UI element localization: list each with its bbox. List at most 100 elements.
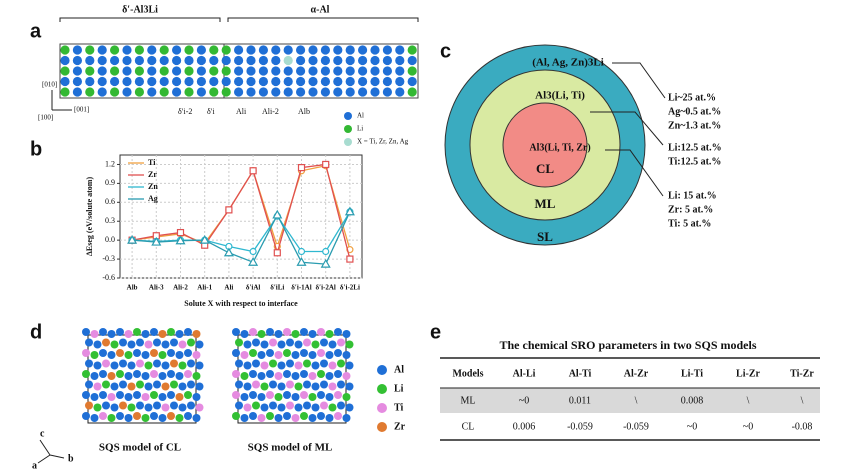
atom: [382, 55, 392, 66]
atom: [221, 66, 231, 76]
atom: [308, 76, 318, 87]
atom: [358, 66, 368, 76]
atom: [395, 76, 405, 87]
composition: Ti:12.5 at.%: [668, 156, 721, 167]
marker: [344, 206, 355, 216]
atom: [93, 361, 102, 370]
atom: [60, 76, 70, 87]
legend-label: Ag: [148, 194, 158, 203]
axis-label: b: [68, 453, 74, 464]
atom: [167, 328, 175, 336]
x-axis-label: Solute X with respect to interface: [184, 299, 298, 308]
atom: [195, 403, 204, 412]
atom: [134, 66, 144, 76]
atom: [184, 349, 192, 357]
atom: [85, 76, 95, 87]
atom: [342, 351, 351, 359]
atom: [107, 414, 116, 422]
atom: [243, 361, 252, 370]
atom: [274, 414, 283, 422]
series-line: [132, 211, 351, 253]
atom: [170, 359, 178, 368]
atom: [209, 66, 219, 76]
composition: Li: 15 at.%: [668, 190, 717, 201]
atom: [85, 55, 95, 66]
marker: [248, 257, 259, 266]
atom: [320, 87, 330, 97]
atom: [147, 45, 157, 55]
header-cell: Al-Li: [513, 368, 536, 379]
atom: [303, 380, 311, 389]
atom: [172, 66, 182, 76]
atom: [395, 45, 405, 55]
atom: [320, 66, 330, 76]
marker: [151, 236, 162, 246]
atom: [240, 414, 249, 422]
atom: [122, 45, 132, 55]
atom: [60, 55, 70, 66]
atom: [260, 340, 269, 349]
row-shade: [440, 388, 820, 413]
atom: [342, 330, 351, 338]
atom: [296, 87, 306, 97]
series-line: [131, 163, 351, 260]
atom: [308, 66, 318, 76]
atom: [320, 55, 330, 66]
atom: [325, 414, 334, 422]
shell-formula: (Al, Ag, Zn)3Li: [532, 57, 604, 69]
shell-formula: Al3(Li, Ti): [535, 90, 585, 102]
atom: [116, 412, 124, 420]
atom: [345, 382, 354, 391]
marker: [175, 235, 186, 245]
phase-label: δ′-Al3Li: [122, 4, 158, 15]
atom: [266, 349, 274, 357]
atom: [283, 349, 291, 357]
atom: [370, 45, 380, 55]
atom: [187, 401, 195, 410]
marker: [297, 164, 306, 172]
atom: [277, 340, 286, 349]
atom: [291, 414, 300, 422]
cell: 0.008: [681, 395, 704, 406]
atom: [192, 330, 201, 338]
atom: [167, 370, 175, 378]
atom: [317, 328, 325, 336]
atom: [133, 328, 141, 336]
atom: [99, 349, 107, 357]
cell: 0.006: [513, 421, 536, 432]
atom: [333, 87, 343, 97]
cell: -0.059: [567, 421, 593, 432]
atom: [246, 45, 256, 55]
atom: [124, 330, 133, 338]
atom: [358, 45, 368, 55]
series-line: [132, 211, 351, 265]
atom: [209, 55, 219, 66]
site-label: Ali-2: [262, 107, 279, 116]
atom: [167, 349, 175, 357]
atom: [274, 372, 283, 380]
panel-label: b: [30, 138, 42, 160]
composition: Zn~1.3 at.%: [668, 120, 721, 131]
atom: [235, 380, 243, 389]
panel-label: a: [30, 20, 42, 42]
atom: [345, 361, 354, 370]
y-tick-label: 0.6: [105, 197, 115, 206]
atom: [291, 330, 300, 338]
atom: [294, 361, 303, 370]
atom: [147, 76, 157, 87]
atom: [294, 403, 303, 412]
atom: [294, 340, 303, 349]
atom: [110, 55, 120, 66]
axis-label: [010]: [42, 81, 57, 89]
atom: [144, 340, 153, 349]
atom: [187, 380, 195, 389]
legend-swatch: [344, 138, 352, 146]
axis-arrows: [37, 439, 65, 464]
atom: [93, 382, 102, 391]
legend-swatch: [344, 112, 352, 120]
site-label: Alb: [298, 107, 310, 116]
atom: [277, 403, 286, 412]
atom: [311, 361, 320, 370]
atom: [178, 403, 187, 412]
